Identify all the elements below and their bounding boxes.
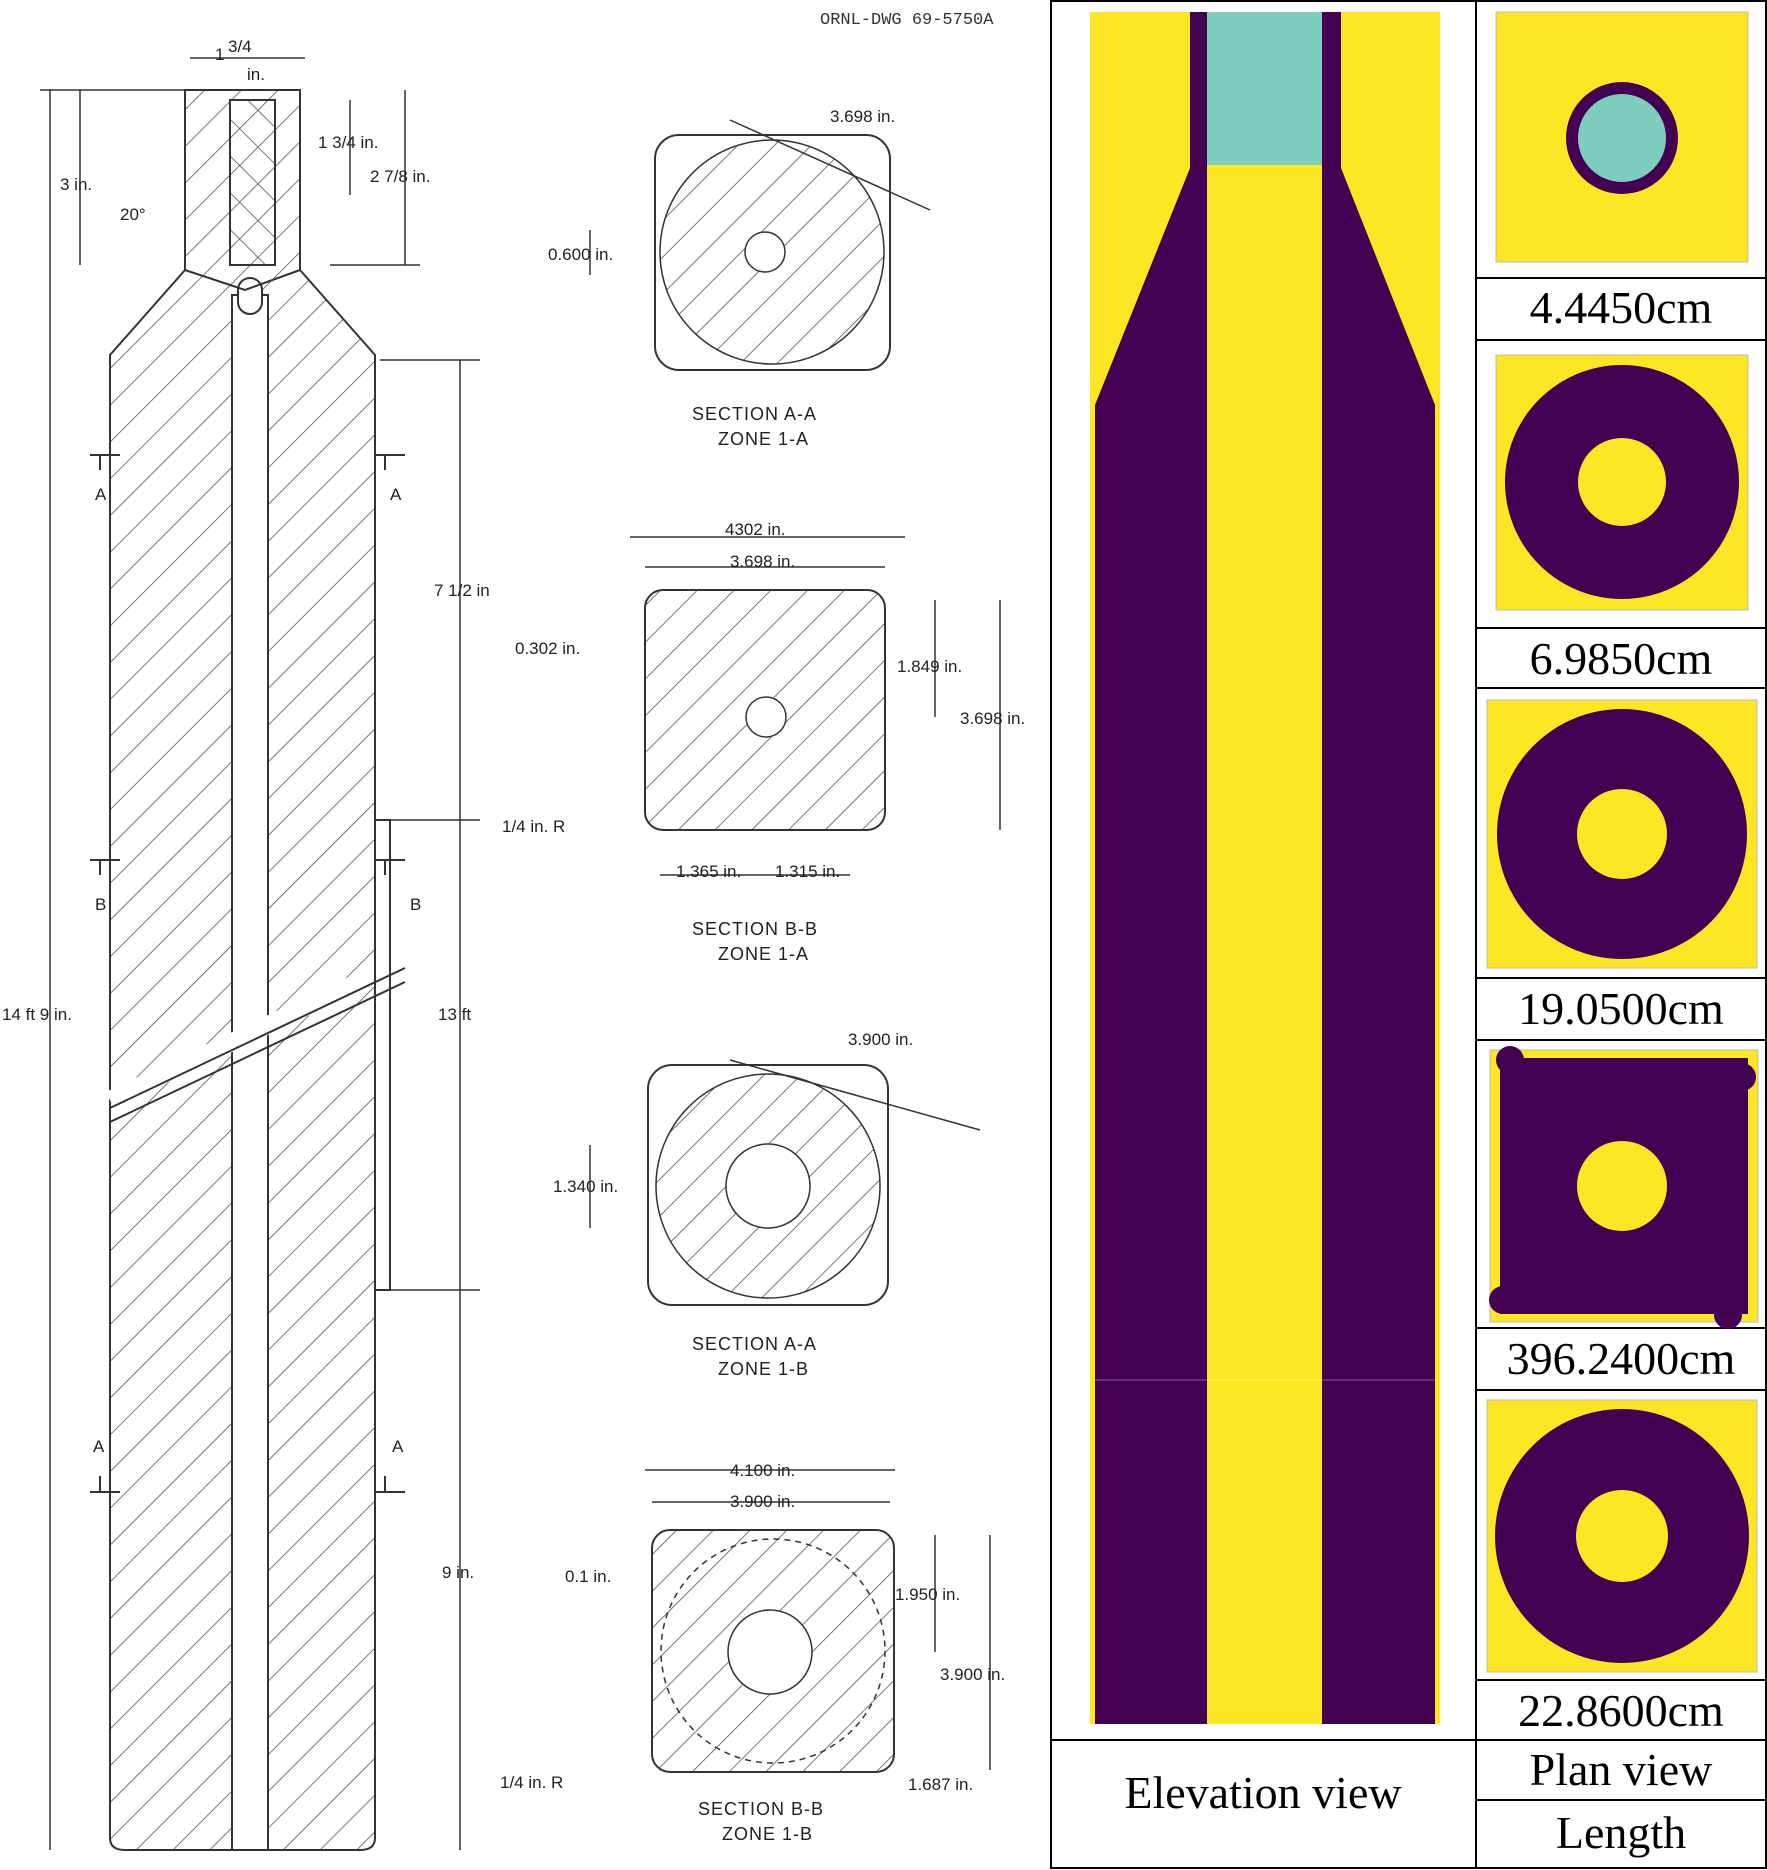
section-title: SECTION B-B [698, 1799, 824, 1819]
plan-view-1 [1495, 11, 1749, 263]
section-label: 0.302 in. [515, 639, 580, 658]
section-aa-zone-1a: 3.698 in. 0.600 in. SECTION A-A ZONE 1-A [548, 107, 931, 449]
elevation-view-label: Elevation view [1124, 1767, 1402, 1818]
section-label: 3.698 in. [730, 552, 795, 571]
cut-marks: A A B B A A [90, 454, 421, 1493]
section-label: 1.950 in. [895, 1585, 960, 1604]
section-zone: ZONE 1-B [722, 1824, 813, 1844]
section-label: 3.698 in. [960, 709, 1025, 728]
plan-length-label: 22.8600cm [1518, 1685, 1724, 1736]
section-label: 3.900 in. [730, 1492, 795, 1511]
cut-mark: A [392, 1437, 404, 1456]
plan-length-label: 396.2400cm [1507, 1333, 1736, 1384]
length-label: Length [1556, 1807, 1686, 1858]
dim-top-width: 1 [215, 45, 224, 64]
section-title: SECTION A-A [692, 404, 817, 424]
element-longitudinal-section [106, 89, 409, 1851]
model-views-panel: 4.4450cm 6.9850cm 19.0500cm 396.2400cm 2… [1050, 0, 1767, 1869]
dim-14ft9: 14 ft 9 in. [2, 1005, 72, 1024]
section-zone: ZONE 1-A [718, 944, 809, 964]
section-label: 1/4 in. R [500, 1773, 563, 1792]
section-aa-zone-1b: 3.900 in. 1.340 in. SECTION A-A ZONE 1-B [553, 1030, 981, 1379]
section-label: 4.100 in. [730, 1461, 795, 1480]
section-label: 1.365 in. [676, 862, 741, 881]
section-label: 1.340 in. [553, 1177, 618, 1196]
drawing-number: ORNL-DWG 69-5750A [820, 11, 994, 30]
plan-view-3 [1486, 699, 1758, 969]
plan-length-label: 19.0500cm [1518, 983, 1724, 1034]
section-label: 0.600 in. [548, 245, 613, 264]
dimension-labels: 1 3/4 in. 3 in. 1 3/4 in. 2 7/8 in. 20° … [2, 37, 490, 1582]
dim-13ft: 13 ft [438, 1005, 471, 1024]
section-label: 3.900 in. [940, 1665, 1005, 1684]
cut-mark: B [95, 895, 106, 914]
table-grid [1050, 0, 1767, 1869]
elevation-view [1090, 12, 1440, 1724]
cut-mark: A [95, 485, 107, 504]
dim-7-1-2: 7 1/2 in [434, 581, 490, 600]
plan-view-2 [1495, 354, 1749, 611]
dim-top-width-fraction: 3/4 [228, 37, 252, 56]
section-label: 0.1 in. [565, 1567, 611, 1586]
dim-3in: 3 in. [60, 175, 92, 194]
section-title: SECTION A-A [692, 1334, 817, 1354]
section-label: 1.315 in. [775, 862, 840, 881]
section-zone: ZONE 1-A [718, 429, 809, 449]
plan-view-label: Plan view [1530, 1744, 1713, 1795]
section-label: 4302 in. [725, 520, 786, 539]
engineering-drawing: ORNL-DWG 69-5750A 1 3/4 in. 3 in. 1 3/4 … [2, 11, 1025, 1851]
plan-view-4 [1489, 1046, 1759, 1329]
plan-length-label: 4.4450cm [1530, 282, 1713, 333]
section-title: SECTION B-B [692, 919, 818, 939]
plan-length-labels: 4.4450cm 6.9850cm 19.0500cm 396.2400cm 2… [1507, 282, 1736, 1736]
section-zone: ZONE 1-B [718, 1359, 809, 1379]
cut-mark: A [93, 1437, 105, 1456]
cut-mark: B [410, 895, 421, 914]
dim-angle: 20° [120, 205, 146, 224]
section-label: 1/4 in. R [502, 817, 565, 836]
plan-view-5 [1486, 1399, 1758, 1673]
dim-2-7-8: 2 7/8 in. [370, 167, 431, 186]
dimension-lines [40, 57, 480, 1850]
dim-top-width-unit: in. [247, 65, 265, 84]
section-label: 3.900 in. [848, 1030, 913, 1049]
cut-mark: A [390, 485, 402, 504]
dim-1-3-4: 1 3/4 in. [318, 133, 379, 152]
plan-length-label: 6.9850cm [1530, 633, 1713, 684]
section-label: 1.687 in. [908, 1775, 973, 1794]
section-label: 1.849 in. [897, 657, 962, 676]
section-label: 3.698 in. [830, 107, 895, 126]
section-bb-zone-1b: 4.100 in. 3.900 in. 0.1 in. 1.950 in. 3.… [500, 1461, 1005, 1844]
section-bb-zone-1a: 4302 in. 3.698 in. 0.302 in. 1.849 in. 3… [502, 520, 1025, 964]
dim-9in: 9 in. [442, 1563, 474, 1582]
